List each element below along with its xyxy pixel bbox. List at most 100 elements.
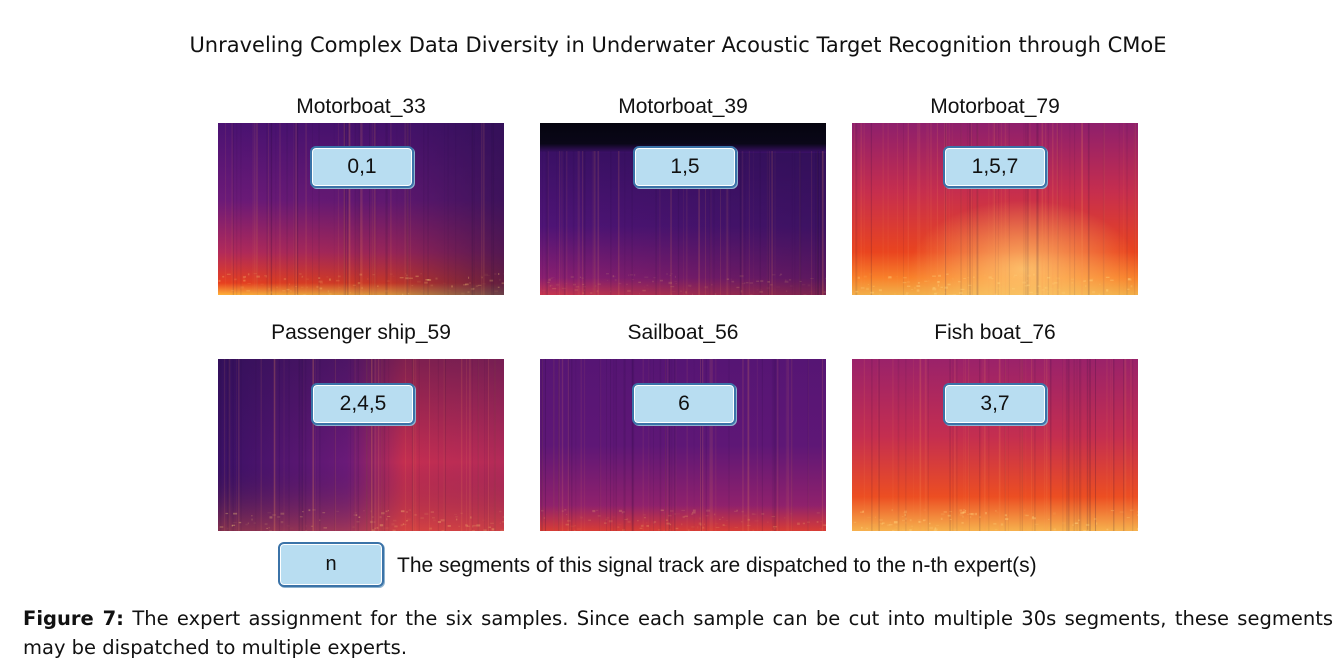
- spectrogram-speckle: [1031, 278, 1035, 280]
- spectrogram-streak: [371, 123, 373, 295]
- spectrogram-speckle: [871, 524, 876, 526]
- spectrogram-speckle: [967, 290, 971, 292]
- spectrogram-speckle: [740, 521, 743, 523]
- spectrogram-speckle: [924, 517, 927, 519]
- spectrogram-streak: [488, 359, 490, 531]
- spectrogram-speckle: [790, 513, 793, 514]
- spectrogram-speckle: [653, 522, 655, 524]
- spectrogram-streak: [631, 151, 633, 295]
- spectrogram-streak: [748, 359, 750, 531]
- spectrogram-speckle: [500, 529, 504, 531]
- spectrogram-speckle: [233, 512, 238, 515]
- spectrogram-streak: [1004, 123, 1006, 295]
- spectrogram-speckle: [627, 289, 631, 292]
- spectrogram-streak: [926, 123, 928, 295]
- spectrogram-streak: [610, 151, 612, 295]
- spectrogram-speckle: [301, 293, 305, 295]
- spectrogram-speckle: [647, 288, 649, 289]
- spectrogram-streak: [1037, 123, 1039, 295]
- spectrogram-speckle: [394, 525, 398, 528]
- spectrogram-streak: [240, 359, 242, 531]
- spectrogram-streak: [396, 123, 398, 295]
- spectrogram-streak: [668, 359, 671, 531]
- spectrogram-streak: [370, 359, 372, 531]
- spectrogram-speckle: [929, 522, 931, 525]
- spectrogram-streak: [1043, 359, 1046, 531]
- spectrogram-speckle: [949, 518, 952, 520]
- spectrogram-speckle: [494, 273, 497, 275]
- spectrogram-streak: [483, 123, 485, 295]
- spectrogram-speckle: [692, 509, 696, 512]
- spectrogram-streak: [390, 123, 392, 295]
- spectrogram-speckle: [338, 286, 341, 289]
- spectrogram-speckle: [258, 289, 260, 291]
- spectrogram-speckle: [703, 523, 705, 525]
- spectrogram-speckle: [626, 283, 628, 285]
- spectrogram-speckle: [684, 294, 686, 295]
- spectrogram-speckle: [326, 276, 329, 278]
- spectrogram-speckle: [316, 285, 319, 288]
- spectrogram-speckle: [638, 281, 641, 283]
- spectrogram-speckle: [934, 528, 938, 531]
- spectrogram-speckle: [1031, 517, 1036, 520]
- spectrogram-speckle: [1032, 516, 1034, 518]
- spectrogram-streak: [1123, 123, 1125, 295]
- spectrogram-fish-boat-76: [852, 359, 1138, 531]
- spectrogram-speckle: [1085, 523, 1090, 526]
- spectrogram-speckle: [853, 521, 857, 523]
- spectrogram-speckle: [996, 511, 999, 513]
- spectrogram-speckle: [482, 520, 485, 521]
- spectrogram-streak: [879, 359, 880, 531]
- spectrogram-streak: [616, 359, 617, 531]
- spectrogram-streak: [705, 359, 707, 531]
- spectrogram-speckle: [269, 530, 272, 531]
- spectrogram-speckle: [260, 283, 264, 286]
- spectrogram-speckle: [575, 286, 580, 288]
- spectrogram-speckle: [233, 522, 237, 523]
- expert-tag-passenger-ship-59: 2,4,5: [311, 383, 415, 425]
- spectrogram-speckle: [548, 279, 551, 281]
- spectrogram-streak: [720, 151, 721, 295]
- spectrogram-streak: [863, 123, 865, 295]
- spectrogram-speckle: [935, 524, 940, 526]
- spectrogram-speckle: [810, 278, 814, 280]
- spectrogram-speckle: [430, 284, 434, 287]
- spectrogram-streak: [960, 123, 962, 295]
- spectrogram-speckle: [406, 274, 408, 277]
- spectrogram-speckle: [932, 287, 936, 289]
- spectrogram-speckle: [953, 528, 957, 531]
- spectrogram-streak: [766, 151, 768, 295]
- spectrogram-speckle: [685, 291, 687, 294]
- spectrogram-streak: [917, 123, 919, 295]
- spectrogram-speckle: [902, 519, 905, 522]
- spectrogram-streak: [297, 123, 299, 295]
- spectrogram-speckle: [979, 516, 981, 518]
- spectrogram-speckle: [328, 292, 332, 295]
- spectrogram-speckle: [665, 519, 668, 521]
- spectrogram-streak: [411, 359, 414, 531]
- spectrogram-streak: [286, 123, 288, 295]
- spectrogram-speckle: [991, 524, 993, 526]
- spectrogram-speckle: [268, 287, 271, 290]
- spectrogram-speckle: [741, 510, 744, 513]
- spectrogram-streak: [406, 123, 409, 295]
- spectrogram-streak: [897, 359, 900, 531]
- spectrogram-speckle: [668, 281, 672, 285]
- spectrogram-speckle: [501, 282, 504, 285]
- spectrogram-speckle: [923, 519, 926, 521]
- spectrogram-speckle: [612, 516, 615, 518]
- spectrogram-speckle: [352, 284, 356, 286]
- spectrogram-speckle: [1108, 291, 1113, 293]
- spectrogram-streak: [293, 123, 295, 295]
- spectrogram-speckle: [405, 277, 409, 280]
- spectrogram-streak: [1086, 359, 1089, 531]
- spectrogram-streak: [998, 359, 1001, 531]
- spectrogram-speckle: [888, 524, 893, 526]
- spectrogram-speckle: [878, 289, 882, 292]
- spectrogram-speckle: [1106, 528, 1109, 531]
- spectrogram-speckle: [247, 273, 250, 276]
- spectrogram-speckle: [943, 511, 947, 513]
- spectrogram-streak: [580, 359, 582, 531]
- spectrogram-speckle: [698, 522, 702, 525]
- spectrogram-speckle: [939, 289, 941, 291]
